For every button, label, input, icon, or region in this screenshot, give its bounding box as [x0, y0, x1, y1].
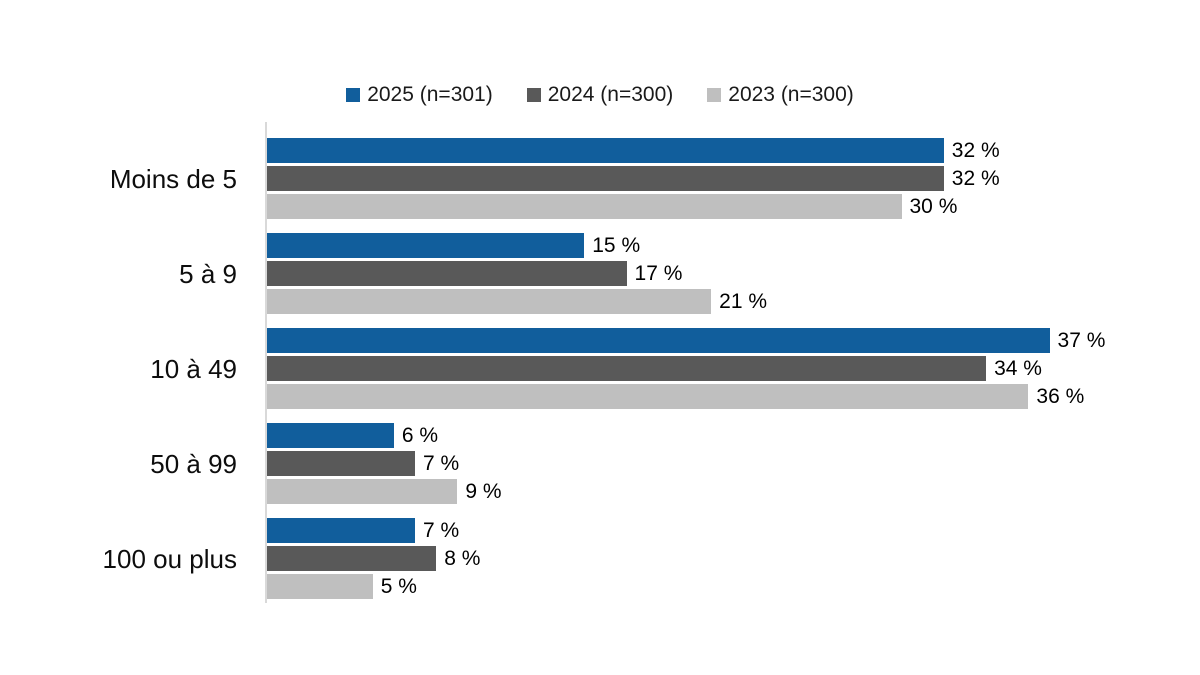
- bar-value-label: 34 %: [994, 357, 1042, 380]
- bar-value-label: 5 %: [380, 575, 417, 598]
- bar: [267, 166, 944, 191]
- bar-value-label: 7 %: [423, 519, 460, 542]
- bar-value-label: 9 %: [465, 480, 502, 503]
- category-label: 10 à 49: [150, 354, 237, 384]
- bar-value-label: 6 %: [401, 424, 439, 447]
- legend-item-2023: 2023 (n=300): [707, 84, 854, 105]
- category-label: 100 ou plus: [102, 544, 237, 574]
- bar-value-label: 17 %: [634, 262, 683, 285]
- legend-label-2024: 2024 (n=300): [547, 83, 674, 106]
- bar-row: 36 %: [267, 384, 1105, 409]
- bar-row: 8 %: [267, 546, 1105, 571]
- bar: [267, 328, 1050, 353]
- bar: [267, 233, 585, 258]
- bar: [267, 194, 902, 219]
- bar-row: 15 %: [267, 233, 1105, 258]
- bar-row: 21 %: [267, 289, 1105, 314]
- bar: [267, 546, 437, 571]
- bar-row: 7 %: [267, 518, 1105, 543]
- bar-row: 6 %: [267, 423, 1105, 448]
- bar-value-label: 37 %: [1057, 329, 1106, 352]
- y-axis-line: [265, 122, 267, 603]
- bar-group: 37 % 34 % 36 %: [267, 328, 1105, 409]
- category-label: Moins de 5: [109, 164, 237, 194]
- legend-swatch-2024: [526, 87, 541, 102]
- bar-groups: 32 % 32 % 30 % 15 % 17 % 21 % 37 % 34 % 36 % 6 % 7…: [267, 138, 1105, 613]
- bar-value-label: 7 %: [423, 452, 460, 475]
- bar-row: 5 %: [267, 574, 1105, 599]
- bar-value-label: 8 %: [444, 547, 481, 570]
- bar: [267, 384, 1029, 409]
- chart-legend: 2025 (n=301) 2024 (n=300) 2023 (n=300): [0, 84, 1200, 105]
- bar: [267, 423, 394, 448]
- bar-row: 32 %: [267, 138, 1105, 163]
- bar-value-label: 36 %: [1036, 385, 1085, 408]
- bar-group: 6 % 7 % 9 %: [267, 423, 1105, 504]
- category-label: 50 à 99: [150, 449, 237, 479]
- legend-label-2023: 2023 (n=300): [728, 83, 854, 106]
- bar-row: 7 %: [267, 451, 1105, 476]
- bar-row: 30 %: [267, 194, 1105, 219]
- bar: [267, 451, 416, 476]
- bar-group: 15 % 17 % 21 %: [267, 233, 1105, 314]
- bar: [267, 261, 627, 286]
- legend-swatch-2023: [707, 87, 722, 102]
- bar-row: 9 %: [267, 479, 1105, 504]
- bar: [267, 574, 373, 599]
- bar-value-label: 32 %: [951, 167, 1000, 190]
- bar: [267, 518, 416, 543]
- bar-value-label: 32 %: [951, 139, 1000, 162]
- bar-row: 37 %: [267, 328, 1105, 353]
- bar-value-label: 30 %: [909, 195, 958, 218]
- legend-item-2024: 2024 (n=300): [526, 83, 674, 106]
- category-label: 5 à 9: [179, 259, 237, 289]
- legend-label-2025: 2025 (n=301): [367, 83, 493, 106]
- legend-swatch-2025: [346, 87, 361, 102]
- bar: [267, 138, 944, 163]
- bar: [267, 356, 987, 381]
- bar-row: 32 %: [267, 166, 1105, 191]
- bar: [267, 289, 712, 314]
- bar-group: 7 % 8 % 5 %: [267, 518, 1105, 599]
- bar-group: 32 % 32 % 30 %: [267, 138, 1105, 219]
- bar-value-label: 21 %: [719, 290, 768, 313]
- bar-row: 17 %: [267, 261, 1105, 286]
- bar-row: 34 %: [267, 356, 1105, 381]
- bar-value-label: 15 %: [592, 234, 641, 257]
- bar: [267, 479, 458, 504]
- legend-item-2025: 2025 (n=301): [346, 84, 493, 105]
